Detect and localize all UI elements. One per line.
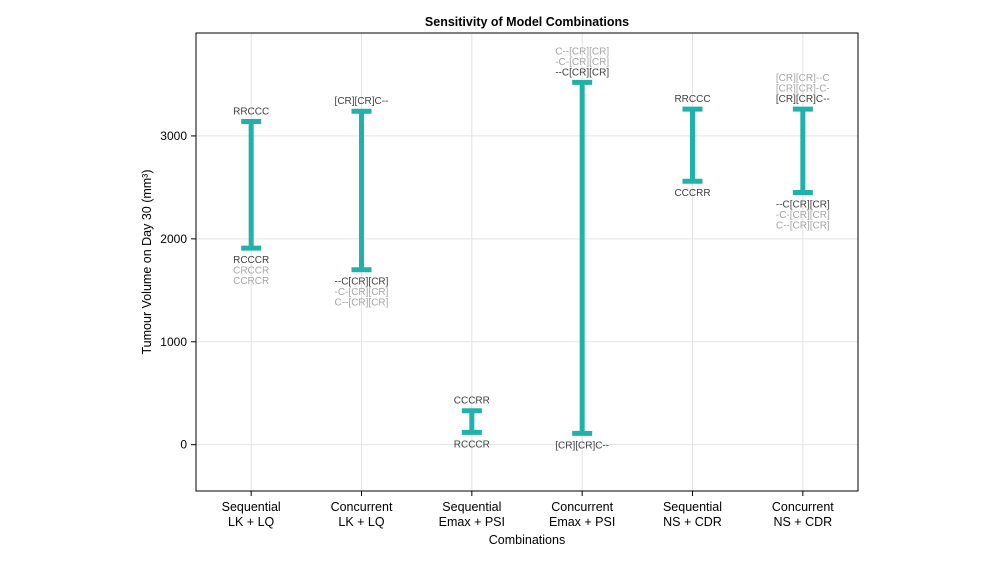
min-combination-label: C--[CR][CR]: [335, 298, 389, 309]
chart-title: Sensitivity of Model Combinations: [425, 15, 629, 29]
min-combination-label: CCRCR: [233, 276, 269, 287]
min-combination-label: RCCCR: [233, 255, 269, 266]
max-combination-label: [CR][CR]C--: [776, 94, 830, 105]
min-combination-label: RCCCR: [454, 439, 490, 450]
x-tick-label-line1: Sequential: [663, 500, 722, 514]
x-tick-label-line1: Concurrent: [551, 500, 613, 514]
x-tick-label-line2: NS + CDR: [773, 515, 832, 529]
min-combination-label: --C[CR][CR]: [776, 200, 830, 211]
error-bars: [241, 79, 813, 436]
x-tick-label-line1: Sequential: [442, 500, 501, 514]
min-combination-label: [CR][CR]C--: [555, 440, 609, 451]
max-combination-label: RRCCC: [233, 107, 269, 118]
min-combination-label: CCCRR: [674, 188, 710, 199]
min-combination-label: -C-[CR][CR]: [776, 210, 830, 221]
x-axis-title: Combinations: [489, 533, 565, 547]
x-tick-label-line2: LK + LQ: [228, 515, 274, 529]
max-combination-label: CCCRR: [454, 396, 490, 407]
plot-frame: [195, 32, 859, 492]
max-combination-label: RRCCC: [674, 94, 710, 105]
y-tick-label: 0: [180, 438, 187, 452]
max-combination-label: [CR][CR]--C: [776, 73, 830, 84]
max-combination-label: -C-[CR][CR]: [555, 57, 609, 68]
x-tick-label-line2: LK + LQ: [338, 515, 384, 529]
x-tick-label-line1: Concurrent: [772, 500, 834, 514]
x-tick-label-line2: NS + CDR: [663, 515, 722, 529]
y-tick-label: 3000: [160, 129, 187, 143]
min-combination-label: CRCCR: [233, 266, 269, 277]
max-combination-label: --C[CR][CR]: [555, 67, 609, 78]
min-combination-label: C--[CR][CR]: [776, 221, 830, 232]
x-tick-label-line1: Concurrent: [331, 500, 393, 514]
y-tick-label: 1000: [160, 335, 187, 349]
x-tick-label-line2: Emax + PSI: [549, 515, 615, 529]
min-combination-label: --C[CR][CR]: [335, 277, 389, 288]
x-tick-label-line1: Sequential: [222, 500, 281, 514]
min-combination-label: -C-[CR][CR]: [335, 287, 389, 298]
max-combination-label: [CR][CR]-C-: [776, 84, 830, 95]
x-tick-label-line2: Emax + PSI: [439, 515, 505, 529]
y-axis-title: Tumour Volume on Day 30 (mm³): [140, 169, 154, 354]
max-combination-label: C--[CR][CR]: [555, 46, 609, 57]
combination-annotations: RRCCCRCCCRCRCCRCCRCR[CR][CR]C----C[CR][C…: [233, 46, 830, 451]
max-combination-label: [CR][CR]C--: [335, 96, 389, 107]
y-tick-label: 2000: [160, 232, 187, 246]
